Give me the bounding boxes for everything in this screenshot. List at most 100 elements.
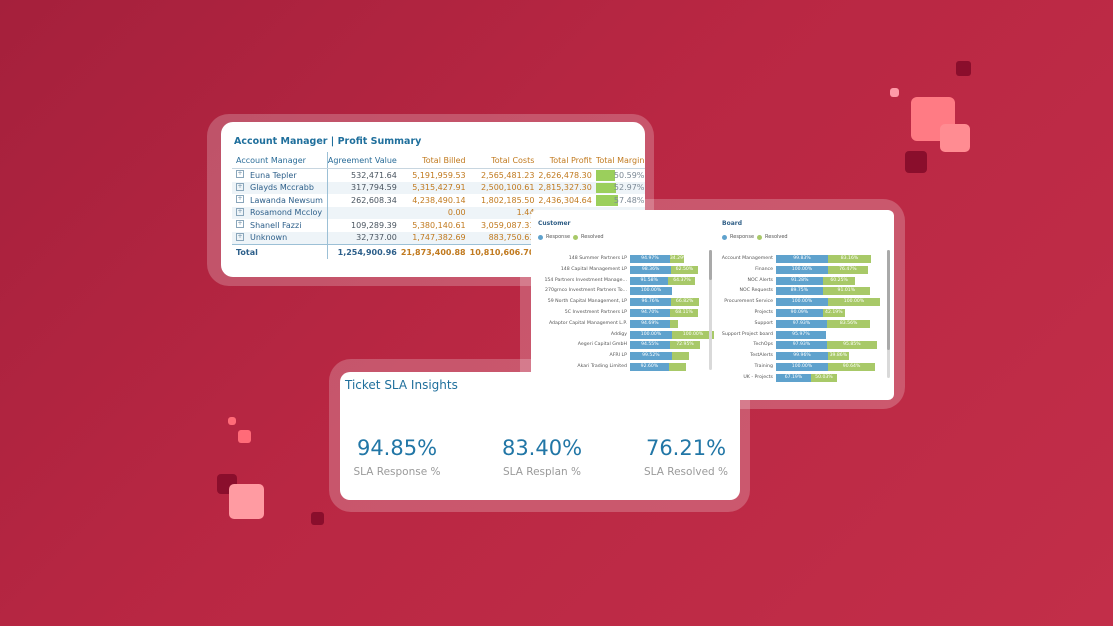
resolved-bar[interactable]: 90.64% [828,363,876,371]
expand-icon[interactable]: + [236,232,244,241]
response-bar[interactable]: 90.09% [776,309,823,317]
resolved-bar[interactable]: 42.19% [822,309,845,317]
column-header[interactable]: Total Profit [538,152,596,169]
bar-row[interactable]: NOC Requests 89.75% 91.01% [715,287,883,296]
resolved-bar[interactable]: 91.01% [822,287,870,296]
bar-row[interactable]: 148 Capital Management LP 98.36% 62.50% [533,265,717,274]
response-bar[interactable]: 95.97% [776,330,826,339]
response-bar[interactable]: 94.55% [630,341,670,350]
resolved-bar[interactable]: 39.86% [827,352,849,361]
response-bar[interactable]: 67.19% [776,373,811,382]
account-manager-cell[interactable]: + Glayds Mccrabb [232,181,328,194]
legend-label: Resolved [765,234,788,240]
expand-icon[interactable]: + [236,195,244,204]
bar-row[interactable]: AFRI LP 99.52% [533,352,717,361]
response-bar[interactable]: 91.58% [630,276,669,285]
resolved-bar[interactable] [669,319,679,328]
bar-row[interactable]: 59 North Capital Management, LP 96.76% 66.… [533,298,717,307]
ticket-sla-title: Ticket SLA Insights [345,378,458,392]
response-bar[interactable]: 98.36% [630,265,672,274]
resolved-bar[interactable]: 100.00% [672,330,714,339]
expand-icon[interactable]: + [236,170,244,179]
expand-icon[interactable]: + [236,207,244,216]
response-bar[interactable]: 100.00% [630,287,672,296]
board-scrollbar-thumb[interactable] [887,250,890,350]
resolved-bar[interactable]: 34.29% [669,255,685,263]
decor-square [940,124,970,152]
response-bar[interactable]: 100.00% [776,265,828,274]
total-label: Total [232,244,328,259]
bar-row[interactable]: 5C Investment Partners LP 94.70% 68.11% [533,309,717,317]
response-bar[interactable]: 99.83% [776,255,828,263]
bar-row-label: Support Project board [721,331,773,337]
bar-row[interactable]: NOC Alerts 91.28% 60.25% [715,276,883,285]
response-bar[interactable]: 97.93% [776,319,827,328]
resolved-bar[interactable]: 50.03% [810,373,837,382]
expand-icon[interactable]: + [236,220,244,229]
table-row[interactable]: + Lawanda Newsum 262,608.34 4,238,490.14 1,8… [232,194,645,207]
bar-row[interactable]: 154 Partners Investment Manage... 91.58% 6… [533,276,717,285]
resolved-bar[interactable]: 62.50% [671,265,698,274]
account-manager-cell[interactable]: + Unknown [232,231,328,245]
column-header[interactable]: Account Manager [232,152,328,169]
resolved-bar[interactable] [668,363,686,371]
account-manager-cell[interactable]: + Rosamond Mccloy [232,206,328,219]
resolved-bar[interactable] [671,352,689,361]
column-header[interactable]: Total Margin [595,152,645,169]
bar-row[interactable]: Training 100.00% 90.64% [715,363,883,371]
response-bar[interactable]: 100.00% [776,363,828,371]
response-bar[interactable]: 100.00% [776,298,828,307]
response-bar[interactable]: 97.93% [776,341,827,350]
column-header[interactable]: Total Costs [469,152,539,169]
column-header[interactable]: Agreement Value [327,152,401,169]
kpi-sla-resplan: 83.40% SLA Resplan % [482,436,602,478]
bar-row[interactable]: Account Management 99.83% 83.16% [715,255,883,263]
account-manager-cell[interactable]: + Lawanda Newsum [232,194,328,207]
customer-scrollbar-thumb[interactable] [709,250,712,280]
response-bar[interactable]: 91.28% [776,276,824,285]
total-billed-cell: 5,315,427.91 [400,181,470,194]
resolved-bar[interactable]: 83.56% [826,319,871,328]
response-bar[interactable]: 94.69% [630,319,670,328]
expand-icon[interactable]: + [236,182,244,191]
bar-row[interactable]: Adaptor Capital Management L.P. 94.69% [533,319,717,328]
bar-row[interactable]: Support 97.93% 83.56% [715,319,883,328]
response-bar[interactable]: 89.75% [776,287,823,296]
bar-row[interactable]: Addigy 100.00% 100.00% [533,330,717,339]
bar-row[interactable]: Akari Trading Limited 92.60% [533,363,717,371]
account-manager-name: Glayds Mccrabb [250,183,314,193]
response-bar[interactable]: 92.60% [630,363,669,371]
response-bar[interactable]: 99.96% [776,352,828,361]
resolved-bar[interactable]: 72.95% [669,341,701,350]
response-bar[interactable]: 96.76% [630,298,671,307]
bar-row[interactable]: 270grnco Investment Partners To... 100.00… [533,287,717,296]
resolved-bar[interactable]: 76.47% [828,265,868,274]
account-manager-cell[interactable]: + Euna Tepler [232,168,328,182]
resolved-bar[interactable]: 95.85% [826,341,877,350]
column-header[interactable]: Total Billed [400,152,470,169]
bar-row[interactable]: Procurement Service 100.00% 100.00% [715,298,883,307]
resolved-bar[interactable]: 64.37% [668,276,696,285]
bar-row[interactable]: TestAlerts 99.96% 39.86% [715,352,883,361]
account-manager-cell[interactable]: + Shanell Fazzi [232,219,328,232]
resolved-bar[interactable]: 83.16% [827,255,872,263]
resolved-bar[interactable]: 66.82% [670,298,699,307]
resolved-bar[interactable]: 60.25% [823,276,855,285]
resolved-bar[interactable]: 68.11% [669,309,699,317]
bar-row[interactable]: Support Project board 95.97% [715,330,883,339]
bar-row[interactable]: Aegeri Capital GmbH 94.55% 72.95% [533,341,717,350]
profit-summary-title: Account Manager | Profit Summary [234,136,422,147]
bar-row[interactable]: Finance 100.00% 76.47% [715,265,883,274]
table-row[interactable]: + Euna Tepler 532,471.64 5,191,959.53 2,565,… [232,168,645,182]
response-bar[interactable]: 100.00% [630,330,672,339]
resolved-bar[interactable]: 100.00% [828,298,880,307]
bar-row[interactable]: UK - Projects 67.19% 50.03% [715,373,883,382]
table-row[interactable]: + Glayds Mccrabb 317,794.59 5,315,427.91 2,5… [232,181,645,194]
response-bar[interactable]: 94.70% [630,309,670,317]
response-bar[interactable]: 99.52% [630,352,672,361]
bar-row[interactable]: Projects 90.09% 42.19% [715,309,883,317]
response-bar[interactable]: 94.97% [630,255,670,263]
bar-row[interactable]: TechOps 97.93% 95.85% [715,341,883,350]
customer-scrollbar[interactable] [709,250,712,370]
